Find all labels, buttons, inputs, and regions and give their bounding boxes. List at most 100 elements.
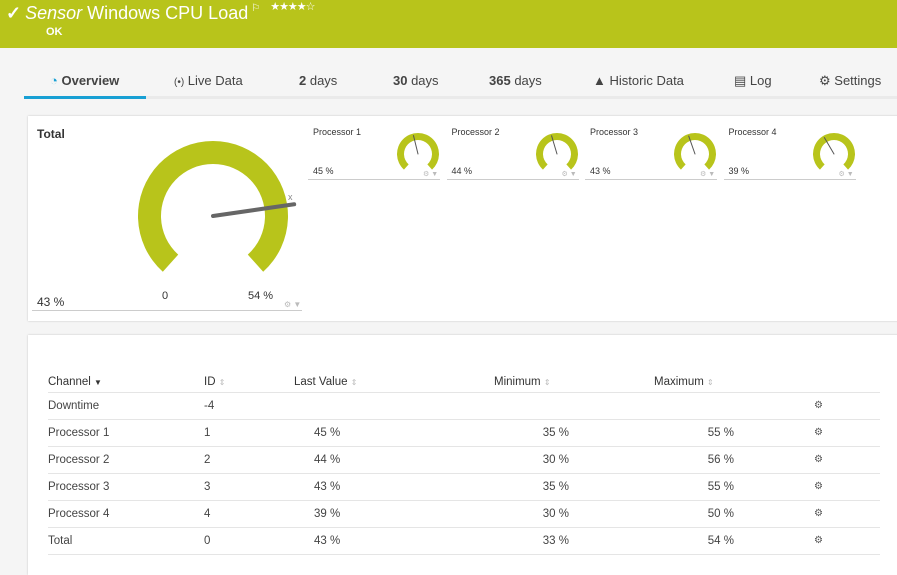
cell-last-value: 45 % (294, 419, 394, 447)
settings-pin-icon[interactable]: ⚙ ▼ (838, 171, 854, 178)
processor-label: Processor 1 (313, 127, 362, 137)
cell-channel[interactable]: Processor 3 (48, 473, 204, 501)
cell-id: -4 (204, 392, 294, 420)
sort-icon: ⇕ (350, 377, 358, 387)
gauge-arc (674, 133, 716, 170)
status-text: OK (46, 26, 63, 38)
divider (723, 179, 856, 180)
header-label: ID (204, 375, 216, 388)
cell-id: 4 (204, 500, 294, 528)
settings-pin-icon[interactable]: ⚙ ▼ (423, 171, 439, 178)
sensor-title: Sensor Windows CPU Load (25, 3, 248, 24)
cell-last-value: 43 % (294, 527, 394, 555)
cell-last-value (294, 392, 394, 420)
tab-label: Historic Data (609, 73, 684, 88)
gauge-needle (550, 135, 557, 155)
sensor-prefix: Sensor (25, 3, 83, 23)
channel-settings-icon[interactable]: ⚙ (734, 446, 880, 474)
total-value: 43 % (37, 295, 65, 309)
settings-pin-icon[interactable]: ⚙ ▼ (561, 171, 577, 178)
tab-label: Log (749, 73, 772, 88)
tab-label: Settings (834, 73, 882, 88)
cell-channel[interactable]: Total (48, 527, 204, 555)
cell-maximum: 56 % (569, 446, 734, 474)
tab-2-days[interactable]: 2 days (299, 73, 337, 88)
gauge-max-marker: x (288, 192, 293, 202)
settings-pin-icon[interactable]: ⚙ ▼ (700, 171, 716, 178)
channel-settings-icon[interactable]: ⚙ (734, 473, 880, 501)
cell-channel[interactable]: Downtime (48, 392, 204, 420)
channel-settings-icon[interactable]: ⚙ (734, 500, 880, 528)
channels-table: Channel ▼ ID ⇕ Last Value ⇕ Minimum ⇕ Ma… (48, 372, 880, 555)
checkmark-icon: ✓ (6, 3, 22, 23)
tab-label: Overview (61, 73, 120, 88)
cell-channel[interactable]: Processor 4 (48, 500, 204, 528)
cell-maximum (569, 392, 734, 420)
processor-value: 43 % (590, 166, 611, 176)
header-id[interactable]: ID ⇕ (204, 372, 294, 393)
tab-label: Live Data (187, 73, 243, 88)
cell-minimum: 30 % (394, 446, 569, 474)
gauge-max: 54 % (248, 290, 274, 302)
sort-icon: ⇕ (707, 377, 714, 387)
cell-minimum: 33 % (394, 527, 569, 555)
processor-label: Processor 4 (728, 127, 777, 137)
tab-365-days[interactable]: 365 days (489, 73, 542, 88)
channel-settings-icon[interactable]: ⚙ (734, 419, 880, 447)
divider (308, 179, 440, 180)
divider (32, 310, 302, 311)
header-label: Last Value (294, 375, 348, 388)
header-label: Minimum (494, 375, 541, 388)
processor-gauge-dial (812, 133, 855, 170)
tab-historic-data[interactable]: ▲ Historic Data (593, 73, 684, 88)
cell-id: 1 (204, 419, 294, 447)
processor-gauge-dial (397, 133, 439, 170)
cell-channel[interactable]: Processor 2 (48, 446, 204, 474)
total-gauge: x (138, 141, 297, 272)
cell-id: 2 (204, 446, 294, 474)
tab-30-days[interactable]: 30 days (393, 73, 439, 88)
tab-overview[interactable]: ◔ Overview (50, 73, 119, 88)
flag-icon[interactable]: ⚐ (251, 3, 261, 14)
header-last-value[interactable]: Last Value ⇕ (294, 372, 394, 393)
header-actions (734, 372, 880, 393)
tab-label: days (510, 73, 542, 88)
cell-minimum: 35 % (394, 473, 569, 501)
table-row[interactable]: Processor 3 3 43 % 35 % 55 % ⚙ (48, 473, 880, 501)
table-row[interactable]: Downtime -4 ⚙ (48, 392, 880, 420)
processor-value: 44 % (451, 166, 473, 176)
header-maximum[interactable]: Maximum ⇕ (569, 372, 734, 393)
processor-label: Processor 2 (451, 127, 500, 137)
tab-log[interactable]: ▤ Log (734, 73, 772, 89)
cell-channel[interactable]: Processor 1 (48, 419, 204, 447)
table-row[interactable]: Processor 1 1 45 % 35 % 55 % ⚙ (48, 419, 880, 447)
tab-live-data[interactable]: (•) Live Data (174, 73, 243, 88)
tab-num: 365 (489, 73, 511, 88)
table-row[interactable]: Processor 2 2 44 % 30 % 56 % ⚙ (48, 446, 880, 474)
tab-label: days (306, 73, 338, 88)
processor-value: 39 % (728, 166, 750, 176)
processor-gauge-dial (674, 133, 716, 170)
gauges-panel: Total x 43 % 0 54 % ⚙ ▼ Processor 1 45 %… (28, 116, 897, 321)
header-minimum[interactable]: Minimum ⇕ (394, 372, 569, 393)
cell-last-value: 39 % (294, 500, 394, 528)
cell-maximum: 54 % (569, 527, 734, 555)
processor-gauge-dial (535, 133, 578, 170)
table-row[interactable]: Total 0 43 % 33 % 54 % ⚙ (48, 527, 880, 555)
log-icon: ▤ (734, 73, 747, 88)
cell-minimum: 30 % (394, 500, 569, 528)
gauge-arc (397, 133, 439, 170)
total-gauge-title: Total (37, 127, 65, 141)
channel-settings-icon[interactable]: ⚙ (734, 392, 880, 420)
sort-icon: ⇕ (218, 377, 226, 387)
priority-stars[interactable]: ★★★★☆ (270, 1, 315, 13)
tab-settings[interactable]: ⚙ Settings (819, 73, 881, 89)
settings-pin-icon[interactable]: ⚙ ▼ (284, 300, 302, 309)
channel-settings-icon[interactable]: ⚙ (734, 527, 880, 555)
cell-last-value: 44 % (294, 446, 394, 474)
cell-minimum: 35 % (394, 419, 569, 447)
header-channel[interactable]: Channel ▼ (48, 372, 204, 393)
cell-maximum: 55 % (569, 473, 734, 501)
table-row[interactable]: Processor 4 4 39 % 30 % 50 % ⚙ (48, 500, 880, 528)
tab-bar: ◔ Overview (•) Live Data 2 days 30 days … (24, 64, 897, 99)
